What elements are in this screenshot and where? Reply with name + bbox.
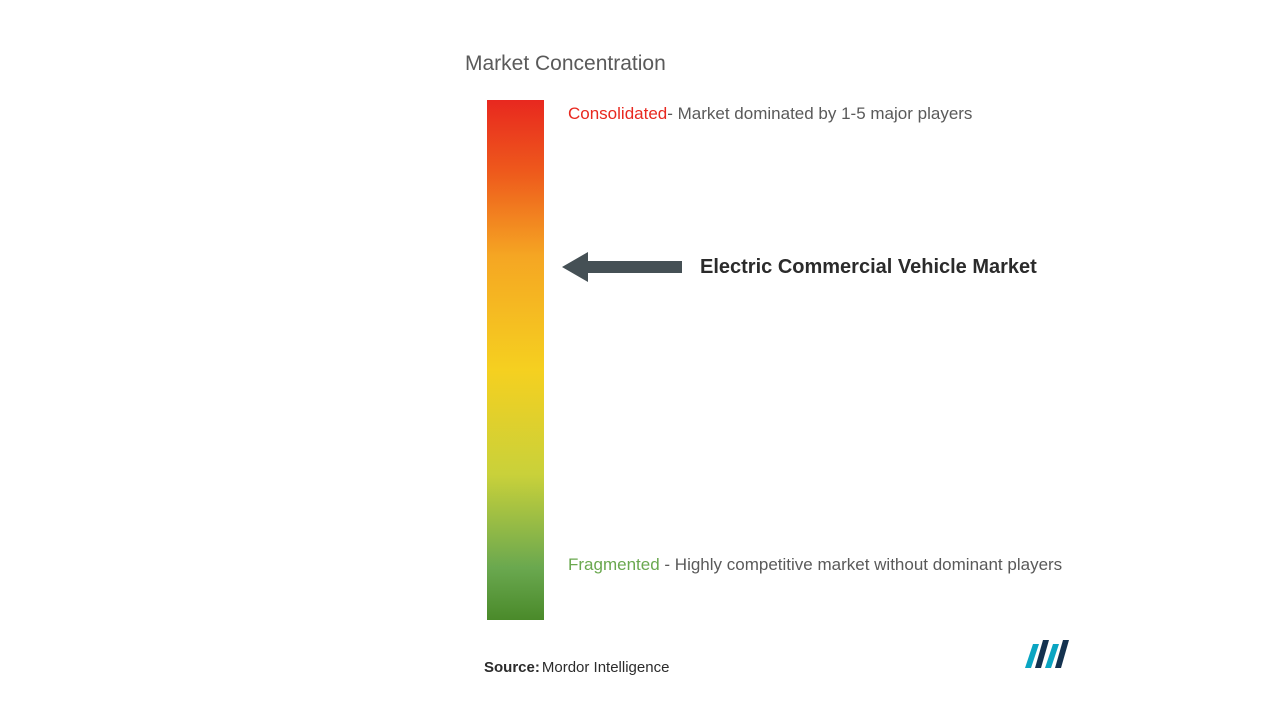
fragmented-label: Fragmented - Highly competitive market w… [568,548,1062,582]
consolidated-desc: - Market dominated by 1-5 major players [667,104,972,123]
logo-bars [1025,640,1069,668]
marker-label: Electric Commercial Vehicle Market [700,256,1037,279]
chart-title: Market Concentration [465,52,666,76]
gradient-scale-bar [487,100,544,620]
marker-row: Electric Commercial Vehicle Market [562,252,1037,282]
arrow-shape [562,252,682,282]
fragmented-desc: - Highly competitive market without domi… [664,555,1062,574]
consolidated-key: Consolidated [568,104,667,123]
infographic-container: Market Concentration Consolidated- Marke… [0,0,1280,720]
source-row: Source:Mordor Intelligence [484,659,669,676]
arrow-left-icon [562,252,682,282]
consolidated-label: Consolidated- Market dominated by 1-5 ma… [568,102,972,126]
source-key: Source: [484,659,540,676]
fragmented-key: Fragmented [568,555,660,574]
source-value: Mordor Intelligence [542,659,670,676]
brand-logo-icon [1025,640,1075,668]
